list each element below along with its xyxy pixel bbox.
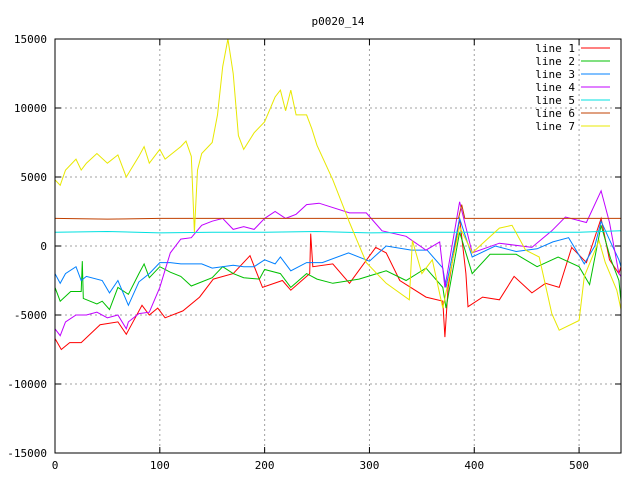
grid [55,39,621,453]
y-tick-label: 15000 [14,33,47,46]
legend-label: line 4 [535,81,575,94]
series-line-1 [54,216,622,351]
legend-label: line 6 [535,107,575,120]
legend-label: line 1 [535,42,575,55]
y-tick-label: 5000 [21,171,48,184]
series-line-7 [54,38,622,331]
x-tick-label: 500 [569,459,589,472]
series-line-2 [54,225,622,311]
x-tick-label: 0 [52,459,59,472]
y-tick-label: 10000 [14,102,47,115]
series-lines [54,38,622,351]
series-line-5 [54,230,622,234]
y-tick-label: -5000 [14,309,47,322]
legend-label: line 3 [535,68,575,81]
legend-label: line 7 [535,120,575,133]
legend-label: line 5 [535,94,575,107]
legend-label: line 2 [535,55,575,68]
axis-ticks: 0 100 200 300 400 500 -15000 -10000 -5000 0 5000 10… [7,33,621,472]
series-line-6 [54,204,621,220]
x-tick-label: 300 [360,459,380,472]
y-tick-label: 0 [40,240,47,253]
y-tick-label: -15000 [7,447,47,460]
plot-frame [54,38,622,454]
y-tick-label: -10000 [7,378,47,391]
series-line-3 [54,216,622,307]
series-line-4 [54,189,622,337]
chart-title: p0020_14 [312,15,365,28]
x-tick-label: 100 [150,459,170,472]
x-tick-label: 200 [255,459,275,472]
x-tick-label: 400 [464,459,484,472]
